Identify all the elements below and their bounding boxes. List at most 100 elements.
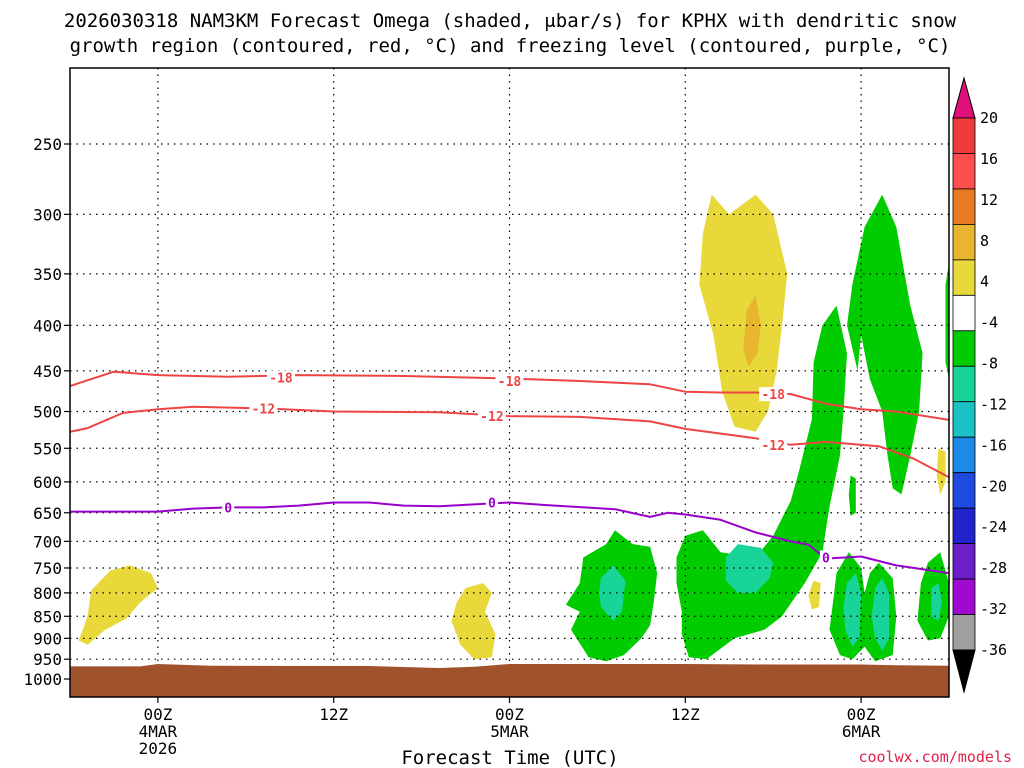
colorbar-segment — [952, 223, 976, 261]
colorbar-label: -8 — [980, 355, 998, 373]
contour-label-bg — [759, 437, 788, 452]
omega-neg-core-e — [931, 583, 942, 621]
colorbar-label: -28 — [980, 559, 1007, 577]
omega-pos-upper-core — [743, 295, 761, 367]
contour-label: -18 — [269, 372, 293, 387]
contour-label-bg — [266, 370, 295, 385]
omega-neg-g — [945, 262, 949, 380]
colorbar-segment — [952, 259, 976, 296]
y-tick-label: 950 — [33, 650, 62, 669]
contour-label: 0 — [488, 497, 496, 512]
colorbar-label: -24 — [980, 518, 1007, 536]
x-tick-label: 00Z — [495, 705, 524, 724]
omega-neg-c — [847, 194, 923, 495]
colorbar-segment — [952, 401, 976, 438]
omega-neg-b — [676, 305, 847, 660]
grid-lines — [70, 68, 949, 697]
x-tick-label: 2026 — [139, 739, 178, 758]
y-tick-label: 850 — [33, 607, 62, 626]
colorbar-segment — [952, 117, 976, 154]
omega-pos-early — [78, 565, 158, 645]
y-tick-label: 550 — [33, 439, 62, 458]
y-tick-label: 250 — [33, 135, 62, 154]
omega-neg-core-b — [725, 544, 774, 593]
contour-label: -12 — [480, 410, 503, 425]
colorbar-segment — [952, 330, 976, 367]
x-tick-label: 00Z — [847, 705, 876, 724]
contour-label: -12 — [761, 439, 784, 454]
colorbar-label: 8 — [980, 232, 989, 250]
contour-label-bg — [249, 401, 278, 416]
colorbar-label: -36 — [980, 641, 1007, 659]
x-tick-label: 5MAR — [490, 722, 529, 741]
contour-label-bg — [485, 495, 498, 510]
contour-label: -18 — [498, 375, 522, 390]
y-tick-label: 300 — [33, 205, 62, 224]
contour-label: 0 — [822, 552, 830, 567]
colorbar-segment — [952, 578, 976, 615]
contour-label: -12 — [252, 402, 275, 417]
y-tick-label: 800 — [33, 584, 62, 603]
y-tick-label: 900 — [33, 629, 62, 648]
colorbar-label: -32 — [980, 600, 1007, 618]
colorbar-label: -16 — [980, 436, 1007, 454]
x-tick-label: 00Z — [143, 705, 172, 724]
ground-fill — [70, 664, 949, 697]
colorbar-label: 12 — [980, 191, 998, 209]
colorbar-bottom-arrow — [952, 649, 976, 694]
contour-dgz_minus18 — [70, 370, 949, 421]
colorbar-segment — [952, 436, 976, 474]
contour-label: 0 — [224, 501, 232, 516]
y-tick-label: 650 — [33, 504, 62, 523]
colorbar-label: -4 — [980, 314, 998, 332]
y-tick-label: 500 — [33, 403, 62, 422]
y-tick-label: 1000 — [23, 670, 62, 689]
omega-pos-small-b — [936, 448, 946, 495]
colorbar-segment — [952, 543, 976, 580]
colorbar-segment — [952, 188, 976, 225]
contour-lines — [70, 370, 949, 575]
chart-title-line2: growth region (contoured, red, °C) and f… — [70, 35, 951, 57]
colorbar: 20 16 12 8 4 -4 -8 -12 -16 -20 -24 -28 -32 -36 — [952, 76, 1007, 694]
x-axis-label: Forecast Time (UTC) — [401, 747, 618, 768]
colorbar-label: 4 — [980, 273, 989, 291]
colorbar-segment — [952, 294, 976, 332]
x-tick-label: 12Z — [671, 705, 700, 724]
y-tick-label: 450 — [33, 362, 62, 381]
chart-title-line1: 2026030318 NAM3KM Forecast Omega (shaded… — [64, 10, 957, 32]
y-tick-label: 750 — [33, 559, 62, 578]
colorbar-label: 20 — [980, 109, 998, 127]
omega-shaded-regions — [78, 194, 949, 662]
contour-label: -18 — [761, 388, 785, 403]
contour-label-bg — [495, 373, 524, 388]
colorbar-segment — [952, 472, 976, 509]
x-tick-label: 4MAR — [139, 722, 178, 741]
omega-pos-upper — [699, 194, 788, 432]
contour-labels: -18 -18 -18 -12 -12 -12 0 0 0 — [222, 370, 832, 567]
colorbar-segment — [952, 614, 976, 651]
omega-neg-core-a — [599, 565, 626, 621]
omega-neg-e — [848, 475, 856, 516]
y-tick-label: 400 — [33, 316, 62, 335]
contour-label-bg — [759, 387, 788, 402]
contour-freezing_0 — [70, 501, 949, 575]
colorbar-label: -20 — [980, 477, 1007, 495]
y-tick-label: 700 — [33, 532, 62, 551]
omega-pos-small-a — [808, 580, 821, 610]
credit-text: coolwx.com/models — [858, 748, 1012, 766]
colorbar-segment — [952, 507, 976, 544]
y-tick-label: 600 — [33, 473, 62, 492]
ground-terrain — [70, 664, 949, 697]
contour-label-bg — [222, 500, 235, 515]
x-tick-label: 12Z — [319, 705, 348, 724]
contour-label-bg — [477, 409, 506, 424]
omega-neg-core-d — [871, 578, 890, 651]
colorbar-segment — [952, 153, 976, 190]
colorbar-label: -12 — [980, 395, 1007, 413]
colorbar-label: 16 — [980, 150, 998, 168]
contour-label-bg — [819, 550, 832, 565]
y-tick-label: 350 — [33, 265, 62, 284]
omega-pos-midday — [451, 583, 496, 660]
